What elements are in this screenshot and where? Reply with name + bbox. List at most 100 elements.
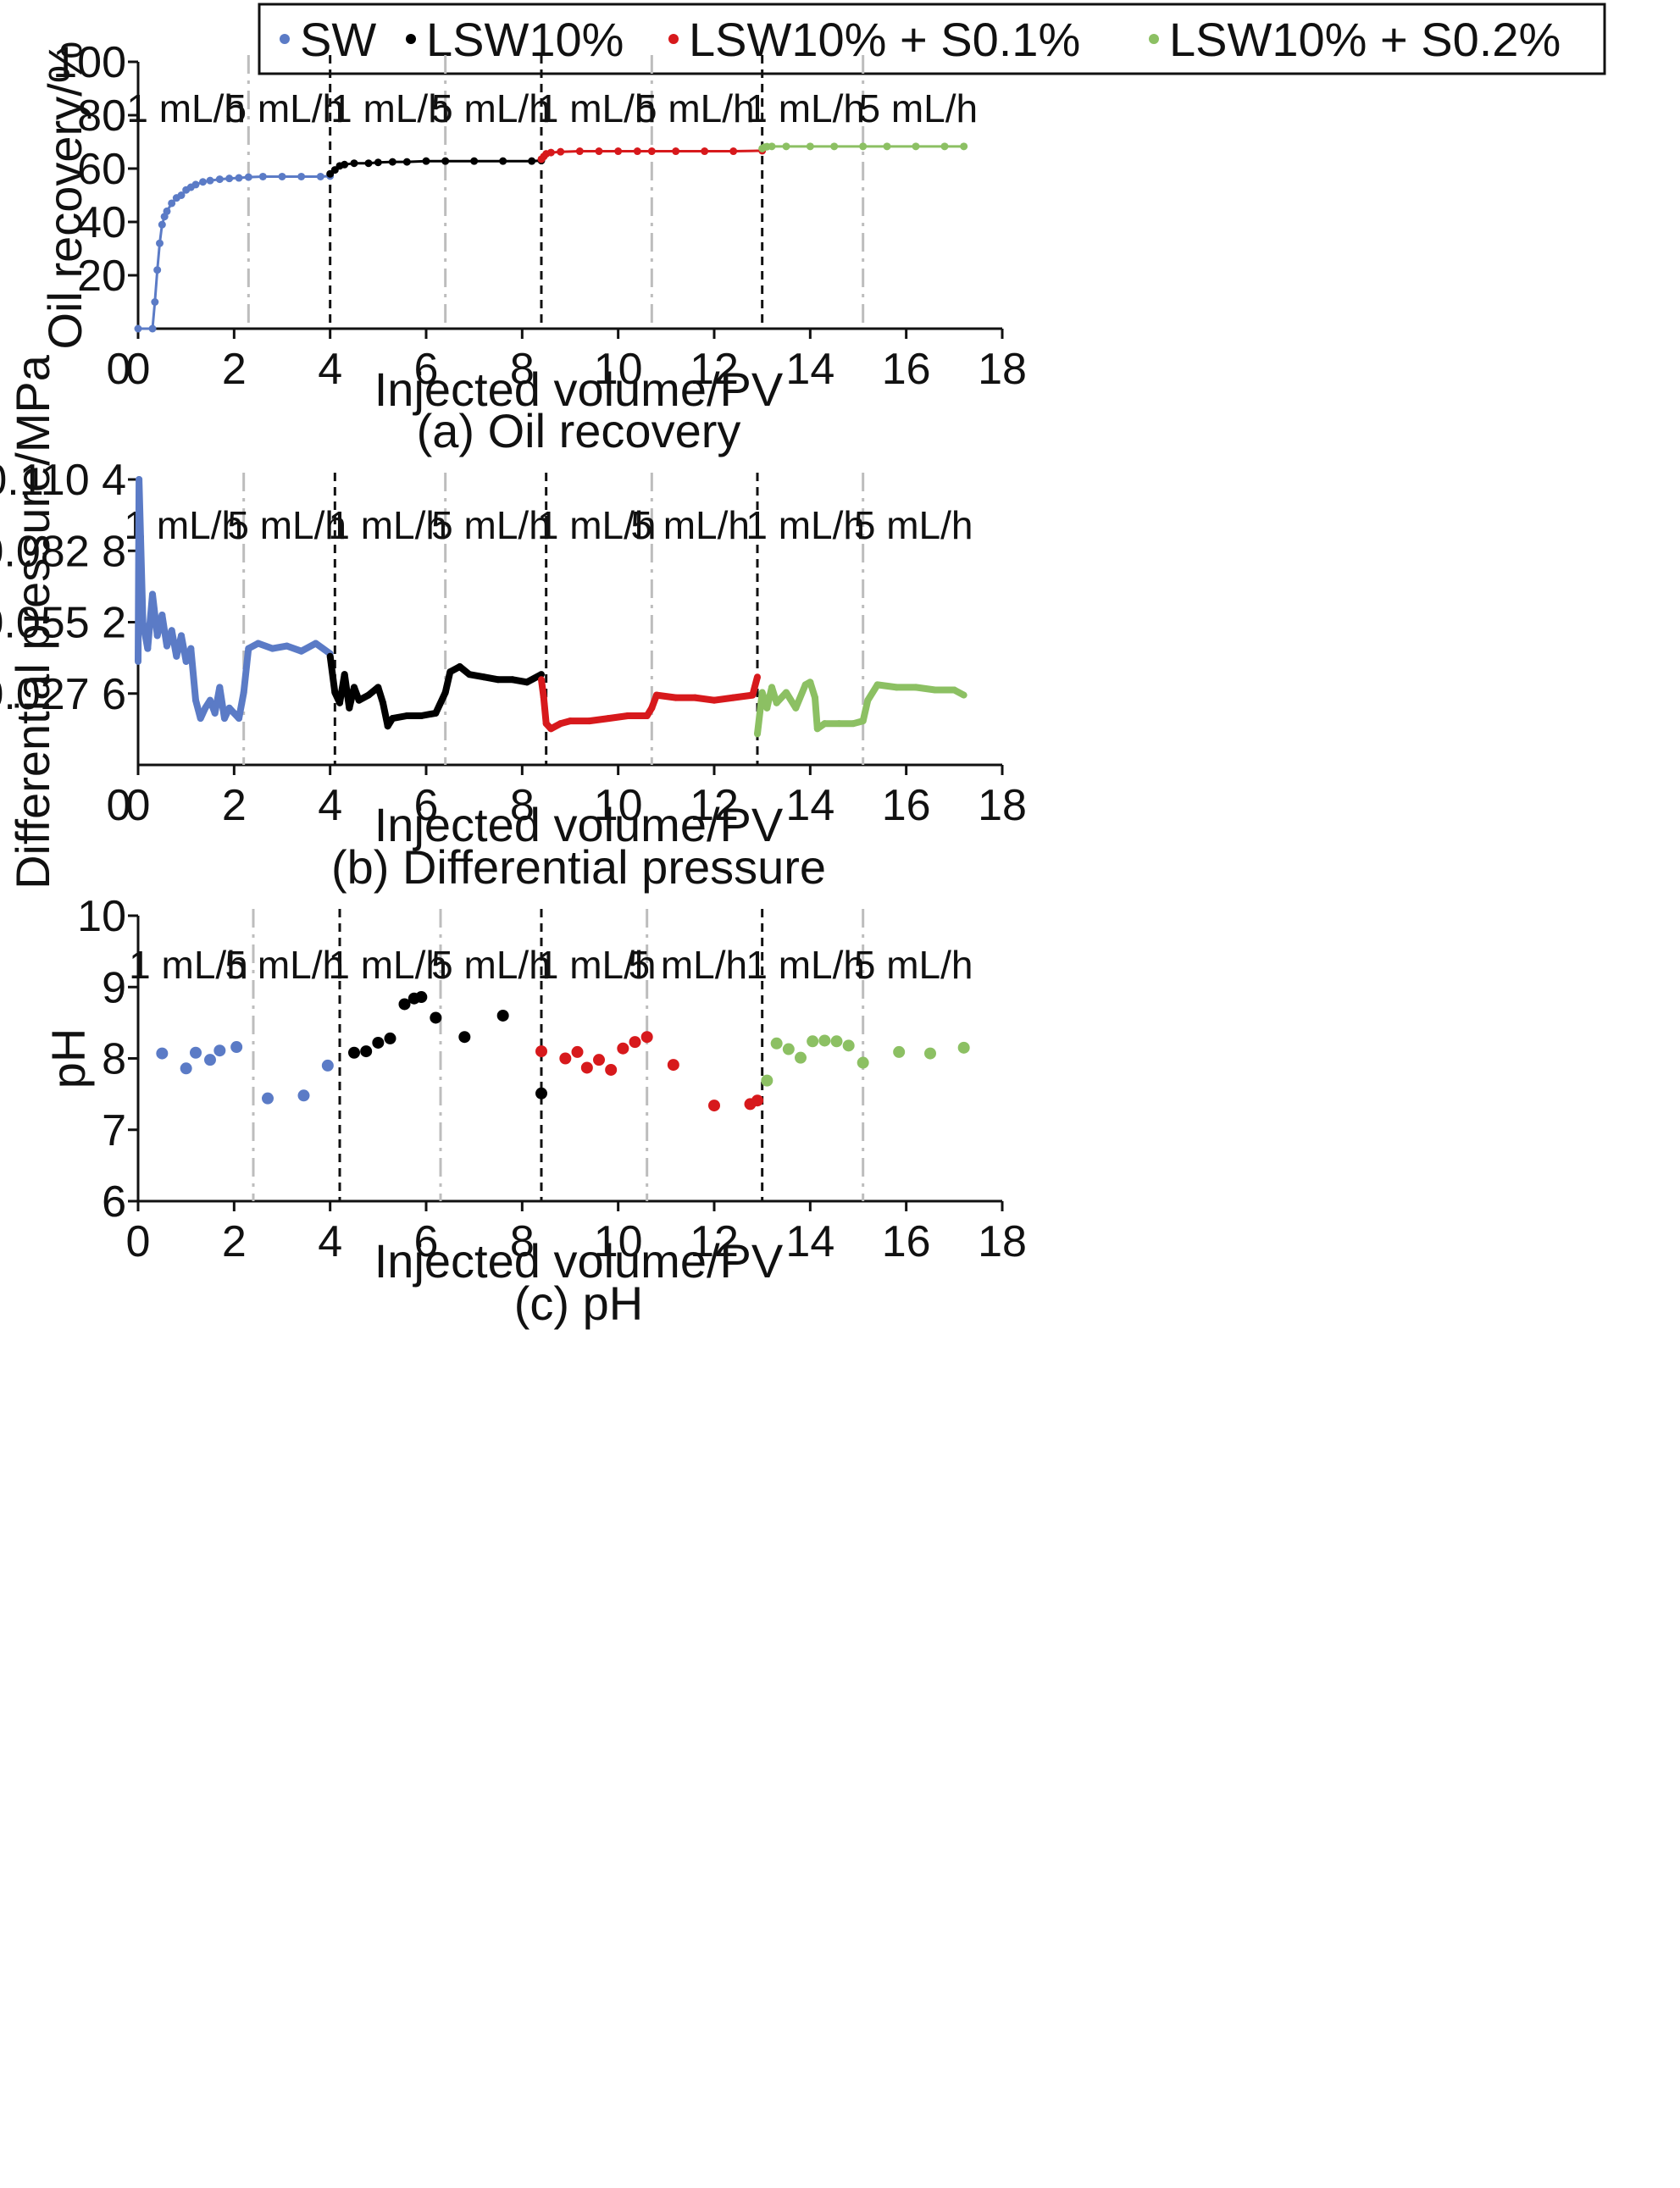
data-point	[215, 175, 224, 184]
x-tick-label: 14	[785, 1217, 834, 1266]
y-axis-title: Differential pressure/MPa	[6, 354, 59, 889]
data-point	[418, 712, 425, 720]
data-point	[830, 1035, 843, 1048]
data-point	[389, 715, 396, 723]
data-point	[542, 720, 550, 728]
data-point	[297, 647, 305, 655]
data-point	[341, 160, 349, 169]
data-point	[773, 699, 780, 706]
data-point	[148, 324, 157, 333]
x-tick-label: 2	[222, 1217, 247, 1266]
data-point	[951, 686, 958, 694]
data-point	[883, 142, 891, 151]
data-point	[466, 671, 473, 679]
data-point	[283, 642, 291, 650]
series-sw	[156, 1041, 334, 1105]
data-point	[859, 717, 867, 725]
data-point	[221, 715, 228, 723]
flow-rate-label: 5 mL/h	[431, 943, 551, 987]
data-point	[672, 147, 680, 156]
data-point	[360, 1045, 373, 1058]
y-tick-label: 8	[102, 1035, 126, 1084]
y-tick-label: 6	[102, 1177, 126, 1227]
flow-rate-label: 1 mL/h	[746, 86, 865, 130]
legend-label-lsw10-s01: LSW10% + S0.1%	[689, 13, 1080, 66]
data-point	[605, 1063, 618, 1076]
data-point	[960, 142, 968, 151]
data-point	[761, 1074, 773, 1087]
flow-rate-label: 1 mL/h	[537, 86, 657, 130]
panel-differential-pressure: 0 2 4 6 8 10 12 14 16 18 0.027 6 0.055 2 0.082 8 0.11…	[0, 354, 1027, 894]
data-point	[153, 632, 161, 640]
x-tick-label: 16	[882, 1217, 931, 1266]
data-point	[729, 147, 738, 156]
data-point	[672, 694, 679, 701]
data-point	[571, 1045, 584, 1058]
data-point	[192, 696, 199, 704]
series-lsw10-s0-1-	[537, 147, 767, 163]
series-line	[329, 159, 542, 175]
data-point	[960, 691, 968, 699]
data-point	[230, 1041, 243, 1054]
data-point	[509, 676, 516, 684]
data-point	[168, 627, 175, 634]
series-lsw10-s0-2-	[758, 142, 968, 152]
x-tick-label: 6	[414, 781, 439, 830]
data-point	[164, 642, 170, 650]
data-point	[912, 142, 920, 151]
data-point	[365, 691, 372, 699]
data-point	[643, 712, 651, 720]
data-point	[807, 1035, 819, 1048]
series-sw	[135, 476, 334, 723]
data-point	[415, 991, 428, 1004]
data-point	[647, 147, 656, 156]
data-point	[499, 157, 507, 165]
data-point	[857, 1056, 869, 1069]
data-point	[245, 645, 252, 652]
data-point	[640, 1031, 653, 1044]
y-tick-label: 9	[102, 963, 126, 1012]
series-line	[538, 676, 761, 733]
data-point	[782, 142, 790, 151]
data-point	[331, 689, 339, 696]
data-point	[240, 689, 247, 696]
data-point	[380, 699, 386, 706]
x-tick-label: 12	[690, 1217, 739, 1266]
x-tick-label: 2	[222, 345, 247, 394]
data-point	[940, 142, 949, 151]
data-point	[567, 717, 574, 725]
data-point	[134, 324, 142, 333]
data-point	[924, 1047, 936, 1060]
x-tick-label: 4	[318, 1217, 342, 1266]
panel-caption: (a) Oil recovery	[417, 404, 741, 457]
x-tick-label: 16	[882, 345, 931, 394]
data-point	[957, 1041, 970, 1054]
data-point	[180, 1062, 192, 1075]
data-point	[617, 1042, 629, 1055]
data-point	[168, 199, 176, 208]
data-point	[364, 159, 373, 168]
data-point	[754, 673, 761, 681]
y-axis-title: Oil recovery/%	[38, 41, 91, 349]
data-point	[691, 694, 699, 701]
flow-rate-label: 1 mL/h	[328, 943, 447, 987]
data-point	[783, 689, 790, 696]
data-point	[859, 142, 868, 151]
data-point	[158, 220, 166, 229]
data-point	[430, 1011, 442, 1024]
x-tick-label: 18	[978, 345, 1027, 394]
flow-rate-label: 5 mL/h	[227, 503, 347, 547]
data-point	[535, 1045, 547, 1058]
data-point	[575, 147, 584, 156]
x-tick-label: 18	[978, 781, 1027, 830]
data-point	[524, 679, 530, 686]
data-point	[202, 704, 209, 712]
y-tick-label: 10	[77, 892, 126, 941]
data-point	[614, 147, 623, 156]
data-point	[595, 147, 603, 156]
flow-rate-label: 1 mL/h	[537, 503, 657, 547]
data-point	[818, 1034, 831, 1047]
data-point	[278, 172, 286, 180]
series-lsw10-	[326, 157, 546, 178]
